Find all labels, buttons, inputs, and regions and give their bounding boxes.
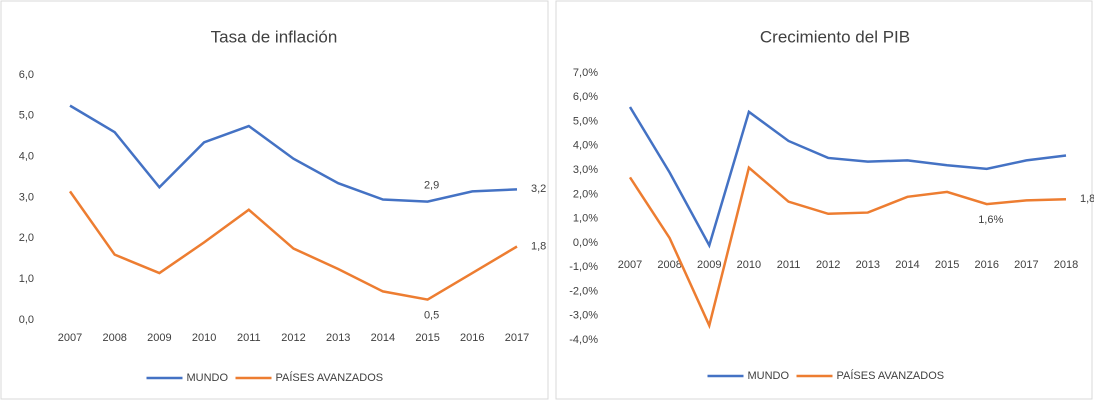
- data-label: 1,8%: [1080, 193, 1094, 205]
- x-tick-label: 2012: [281, 332, 305, 344]
- data-label: 3,2: [531, 183, 546, 195]
- y-tick-label: -2,0%: [569, 285, 598, 297]
- y-tick-label: 6,0%: [573, 91, 598, 103]
- x-tick-label: 2011: [777, 259, 801, 271]
- chart-title: Tasa de inflación: [211, 27, 338, 46]
- legend-label: PAÍSES AVANZADOS: [276, 371, 384, 384]
- y-tick-label: 4,0: [19, 151, 34, 163]
- line: [628, 165, 1067, 330]
- x-tick-label: 2010: [737, 259, 761, 271]
- data-label: 1,8: [531, 240, 546, 252]
- x-tick-label: 2014: [371, 332, 395, 344]
- y-tick-label: 5,0: [19, 110, 34, 122]
- y-tick-label: -3,0%: [569, 310, 598, 322]
- y-tick-label: 3,0%: [573, 164, 598, 176]
- data-label: 0,5: [424, 309, 439, 321]
- y-tick-label: 2,0%: [573, 188, 598, 200]
- chart-title: Crecimiento del PIB: [760, 27, 910, 46]
- y-tick-label: 7,0%: [573, 67, 598, 79]
- x-tick-label: 2011: [237, 332, 261, 344]
- x-tick-label: 2013: [326, 332, 350, 344]
- line: [68, 190, 518, 301]
- x-tick-label: 2016: [974, 259, 998, 271]
- legend-label: MUNDO: [187, 372, 229, 384]
- y-tick-label: 1,0: [19, 273, 34, 285]
- x-tick-label: 2015: [415, 332, 439, 344]
- line: [628, 106, 1067, 249]
- x-tick-label: 2013: [856, 259, 880, 271]
- y-tick-label: 4,0%: [573, 140, 598, 152]
- y-tick-label: 6,0: [19, 69, 34, 81]
- x-tick-label: 2007: [618, 259, 642, 271]
- line: [69, 104, 518, 203]
- y-tick-label: 0,0: [19, 314, 34, 326]
- x-tick-label: 2018: [1054, 259, 1078, 271]
- x-tick-label: 2009: [147, 332, 171, 344]
- x-tick-label: 2009: [697, 259, 721, 271]
- x-tick-label: 2010: [192, 332, 216, 344]
- x-tick-label: 2016: [460, 332, 484, 344]
- y-tick-label: 2,0: [19, 232, 34, 244]
- y-tick-label: 5,0%: [573, 115, 598, 127]
- y-tick-label: 3,0: [19, 191, 34, 203]
- data-label: 1,6%: [978, 214, 1003, 226]
- x-tick-label: 2017: [1014, 259, 1038, 271]
- x-tick-label: 2017: [505, 332, 529, 344]
- legend-label: MUNDO: [748, 370, 790, 382]
- x-tick-label: 2014: [895, 259, 919, 271]
- x-tick-label: 2008: [657, 259, 681, 271]
- y-tick-label: 0,0%: [573, 237, 598, 249]
- y-tick-label: -4,0%: [569, 334, 598, 346]
- x-tick-label: 2015: [935, 259, 959, 271]
- data-label: 2,9: [424, 179, 439, 191]
- x-tick-label: 2007: [58, 332, 82, 344]
- x-tick-label: 2008: [102, 332, 126, 344]
- x-tick-label: 2012: [816, 259, 840, 271]
- y-tick-label: -1,0%: [569, 261, 598, 273]
- panel: [555, 0, 1093, 400]
- y-tick-label: 1,0%: [573, 213, 598, 225]
- panel: [0, 0, 549, 400]
- legend-label: PAÍSES AVANZADOS: [837, 369, 945, 382]
